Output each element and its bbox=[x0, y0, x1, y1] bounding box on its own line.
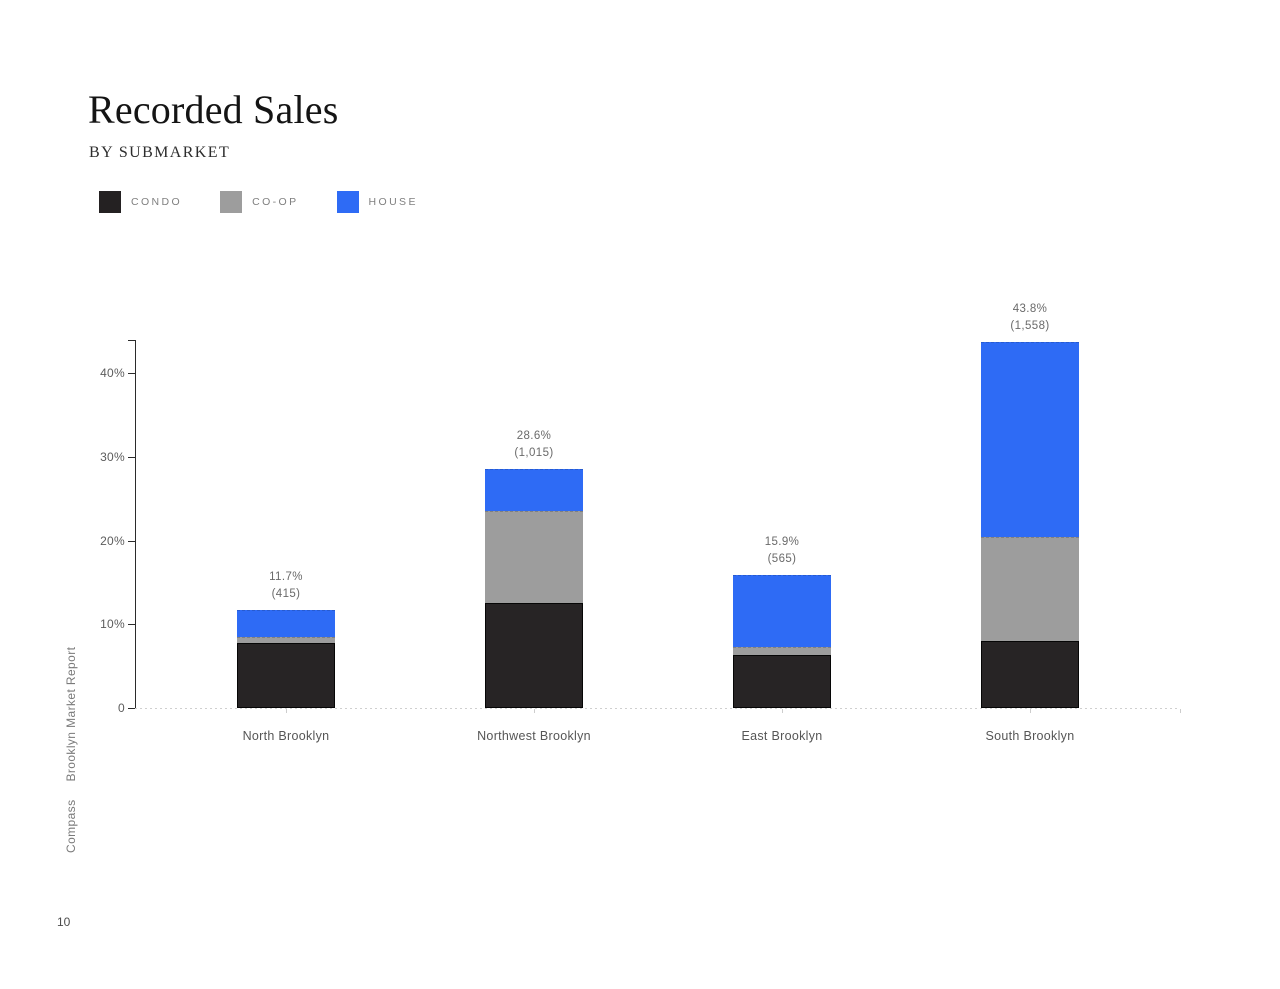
legend-label-coop: CO-OP bbox=[252, 196, 299, 208]
category-label: East Brooklyn bbox=[741, 729, 823, 743]
chart-legend: CONDO CO-OP HOUSE bbox=[99, 191, 418, 213]
legend-label-house: HOUSE bbox=[368, 196, 418, 208]
bar-segment-condo bbox=[485, 602, 583, 708]
bar-under-tick bbox=[1030, 709, 1031, 713]
bar-northwest-brooklyn bbox=[485, 468, 583, 708]
house-swatch-icon bbox=[336, 191, 359, 213]
bar-under-tick bbox=[782, 709, 783, 713]
legend-item-house: HOUSE bbox=[336, 191, 418, 213]
bar-total-count: (415) bbox=[271, 588, 301, 601]
x-axis-baseline bbox=[135, 708, 1180, 709]
bar-south-brooklyn bbox=[981, 341, 1079, 708]
y-tick-label: 20% bbox=[100, 533, 125, 548]
page-subtitle: BY SUBMARKET bbox=[89, 144, 231, 161]
y-tick-label: 30% bbox=[100, 450, 125, 465]
condo-swatch-icon bbox=[99, 191, 121, 213]
bar-total-label: 15.9% (565) bbox=[712, 534, 852, 568]
report-name: Brooklyn Market Report bbox=[64, 646, 78, 782]
legend-item-coop: CO-OP bbox=[220, 191, 298, 213]
x-axis-end-tick bbox=[1180, 709, 1181, 713]
brand-name: Compass bbox=[64, 799, 78, 853]
y-axis-tick bbox=[128, 373, 136, 375]
bar-total-pct: 15.9% bbox=[764, 536, 800, 549]
bar-segment-house bbox=[237, 610, 335, 637]
bar-north-brooklyn bbox=[237, 610, 335, 708]
y-axis bbox=[135, 340, 136, 708]
report-sidebar-text: Compass Brooklyn Market Report bbox=[64, 647, 78, 853]
page-number: 10 bbox=[57, 915, 71, 929]
y-axis-top-cap bbox=[128, 340, 136, 341]
bar-total-count: (1,558) bbox=[1010, 319, 1050, 332]
y-tick-label: 40% bbox=[100, 366, 125, 381]
category-label: Northwest Brooklyn bbox=[477, 729, 591, 743]
bar-total-count: (565) bbox=[767, 553, 797, 566]
bar-segment-condo bbox=[981, 641, 1079, 708]
bar-total-pct: 11.7% bbox=[269, 571, 303, 584]
bar-under-tick bbox=[534, 709, 535, 713]
bar-segment-house bbox=[733, 575, 831, 647]
bar-total-pct: 43.8% bbox=[1012, 302, 1048, 315]
bar-segment-coop bbox=[237, 636, 335, 643]
bar-segment-condo bbox=[733, 655, 831, 708]
bar-under-tick bbox=[286, 709, 287, 713]
bar-segment-coop bbox=[733, 646, 831, 656]
y-axis-tick bbox=[128, 540, 136, 542]
coop-swatch-icon bbox=[220, 191, 243, 213]
y-axis-tick bbox=[128, 624, 136, 626]
y-axis-tick bbox=[128, 457, 136, 459]
y-tick-label: 10% bbox=[100, 617, 125, 632]
bar-east-brooklyn bbox=[733, 575, 831, 708]
bar-segment-house bbox=[981, 341, 1079, 538]
bar-total-label: 11.7% (415) bbox=[216, 569, 356, 603]
bar-segment-coop bbox=[485, 511, 583, 603]
bar-total-count: (1,015) bbox=[514, 446, 554, 459]
bar-segment-coop bbox=[981, 537, 1079, 642]
category-label: North Brooklyn bbox=[242, 729, 330, 743]
category-label: South Brooklyn bbox=[985, 729, 1075, 743]
bar-segment-condo bbox=[237, 642, 335, 708]
legend-item-condo: CONDO bbox=[99, 191, 182, 213]
bar-total-label: 43.8% (1,558) bbox=[960, 301, 1100, 335]
legend-label-condo: CONDO bbox=[131, 196, 183, 208]
bar-segment-house bbox=[485, 468, 583, 512]
page-title: Recorded Sales bbox=[88, 87, 339, 132]
bar-total-label: 28.6% (1,015) bbox=[464, 428, 604, 462]
y-axis-tick bbox=[128, 708, 136, 709]
y-tick-label: 0 bbox=[118, 701, 125, 715]
bar-total-pct: 28.6% bbox=[516, 429, 552, 442]
